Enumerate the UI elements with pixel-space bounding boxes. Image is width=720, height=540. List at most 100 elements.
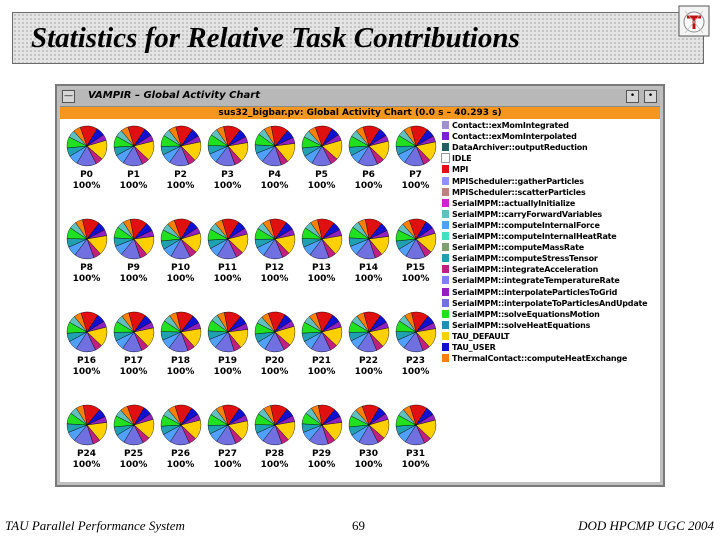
- process-label: P5: [315, 170, 328, 180]
- legend-swatch: [442, 309, 449, 318]
- process-percent: 100%: [260, 460, 289, 470]
- pie-chart-p16: [66, 311, 108, 353]
- process-label: P16: [76, 356, 97, 366]
- process-label: P21: [311, 356, 332, 366]
- pie-slice-p15-10: [402, 219, 417, 240]
- pie-cell-p25[interactable]: P25 100%: [110, 404, 157, 492]
- pie-chart-p23: [395, 311, 437, 353]
- process-percent: 100%: [307, 367, 336, 377]
- pie-cell-p28[interactable]: P28 100%: [251, 404, 298, 492]
- pie-cell-p1[interactable]: P1 100%: [110, 125, 157, 213]
- process-percent: 100%: [119, 181, 148, 191]
- legend-swatch: [442, 176, 449, 185]
- pie-cell-p17[interactable]: P17 100%: [110, 311, 157, 399]
- pie-cell-p13[interactable]: P13 100%: [298, 218, 345, 306]
- legend-swatch: [442, 209, 449, 218]
- pie-chart-p21: [301, 311, 343, 353]
- minimize-button[interactable]: •: [626, 90, 639, 103]
- pie-cell-p9[interactable]: P9 100%: [110, 218, 157, 306]
- pie-cell-p18[interactable]: P18 100%: [157, 311, 204, 399]
- pie-slice-p24-10: [75, 405, 88, 426]
- legend-label: SerialMPM::actuallyInitialize: [452, 198, 576, 208]
- pie-cell-p20[interactable]: P20 100%: [251, 311, 298, 399]
- pie-slice-p12-10: [262, 219, 276, 240]
- process-percent: 100%: [401, 460, 430, 470]
- page-number: 69: [352, 518, 365, 533]
- legend-label: IDLE: [452, 154, 472, 164]
- legend-swatch: [442, 121, 449, 129]
- pie-cell-p16[interactable]: P16 100%: [63, 311, 110, 399]
- pie-slice-p7-10: [403, 126, 417, 147]
- pie-slice-p17-10: [121, 312, 135, 333]
- pie-cell-p7[interactable]: P7 100%: [392, 125, 439, 213]
- process-label: P20: [264, 356, 285, 366]
- slide-title: Statistics for Relative Task Contributio…: [31, 22, 520, 54]
- legend-swatch: [442, 198, 449, 207]
- pie-slice-p19-10: [216, 312, 229, 333]
- pie-chart-p28: [254, 404, 296, 446]
- pie-chart-p31: [395, 404, 437, 446]
- pie-cell-p30[interactable]: P30 100%: [345, 404, 392, 492]
- pie-chart-p7: [395, 125, 437, 167]
- legend-label: SerialMPM::interpolateParticlesToGrid: [452, 287, 618, 297]
- legend-swatch: [441, 153, 450, 164]
- pie-cell-p29[interactable]: P29 100%: [298, 404, 345, 492]
- pie-cell-p8[interactable]: P8 100%: [63, 218, 110, 306]
- pie-cell-p14[interactable]: P14 100%: [345, 218, 392, 306]
- legend-label: TAU_DEFAULT: [452, 331, 510, 341]
- process-percent: 100%: [401, 274, 430, 284]
- pie-cell-p10[interactable]: P10 100%: [157, 218, 204, 306]
- window-menu-button[interactable]: —: [62, 90, 75, 103]
- pie-cell-p12[interactable]: P12 100%: [251, 218, 298, 306]
- legend-swatch: [442, 243, 449, 252]
- window-titlebar[interactable]: — VAMPIR – Global Activity Chart • •: [60, 89, 660, 107]
- pie-cell-p3[interactable]: P3 100%: [204, 125, 251, 213]
- legend-label: DataArchiver::outputReduction: [452, 143, 588, 153]
- process-label: P3: [221, 170, 234, 180]
- pie-cell-p21[interactable]: P21 100%: [298, 311, 345, 399]
- legend-swatch: [442, 354, 449, 363]
- process-label: P29: [311, 449, 332, 459]
- pie-cell-p0[interactable]: P0 100%: [63, 125, 110, 213]
- pie-cell-p6[interactable]: P6 100%: [345, 125, 392, 213]
- pie-chart-p22: [348, 311, 390, 353]
- pie-slice-p23-10: [404, 312, 417, 333]
- pie-chart-p20: [254, 311, 296, 353]
- pie-cell-p31[interactable]: P31 100%: [392, 404, 439, 492]
- pie-cell-p22[interactable]: P22 100%: [345, 311, 392, 399]
- pie-cell-p2[interactable]: P2 100%: [157, 125, 204, 213]
- process-label: P28: [264, 449, 285, 459]
- legend-label: MPIScheduler::scatterParticles: [452, 187, 586, 197]
- pie-grid: P0 100% P1 100% P2 100% P3 100% P4 100% P5 100% P6 10…: [60, 121, 440, 481]
- process-label: P0: [80, 170, 93, 180]
- pie-chart-p15: [395, 218, 437, 260]
- process-percent: 100%: [354, 367, 383, 377]
- pie-cell-p11[interactable]: P11 100%: [204, 218, 251, 306]
- pie-chart-p27: [207, 404, 249, 446]
- pie-cell-p24[interactable]: P24 100%: [63, 404, 110, 492]
- pie-cell-p23[interactable]: P23 100%: [392, 311, 439, 399]
- process-label: P15: [405, 263, 426, 273]
- pie-slice-p1-10: [121, 126, 135, 147]
- process-label: P8: [80, 263, 93, 273]
- legend-swatch: [442, 220, 449, 229]
- legend-swatch: [442, 143, 449, 152]
- process-percent: 100%: [72, 274, 101, 284]
- legend-label: SerialMPM::computeInternalHeatRate: [452, 232, 617, 241]
- pie-cell-p4[interactable]: P4 100%: [251, 125, 298, 213]
- process-percent: 100%: [260, 181, 289, 191]
- pie-cell-p27[interactable]: P27 100%: [204, 404, 251, 492]
- pie-chart-p19: [207, 311, 249, 353]
- pie-slice-p13-10: [310, 219, 323, 240]
- maximize-button[interactable]: •: [644, 90, 657, 103]
- pie-cell-p26[interactable]: P26 100%: [157, 404, 204, 492]
- process-percent: 100%: [119, 367, 148, 377]
- window-title: VAMPIR – Global Activity Chart: [88, 90, 260, 101]
- process-label: P30: [358, 449, 379, 459]
- legend-swatch: [442, 187, 449, 196]
- pie-cell-p19[interactable]: P19 100%: [204, 311, 251, 399]
- process-label: P17: [123, 356, 144, 366]
- pie-cell-p15[interactable]: P15 100%: [392, 218, 439, 306]
- pie-cell-p5[interactable]: P5 100%: [298, 125, 345, 213]
- legend-label: MPIScheduler::gatherParticles: [452, 176, 584, 186]
